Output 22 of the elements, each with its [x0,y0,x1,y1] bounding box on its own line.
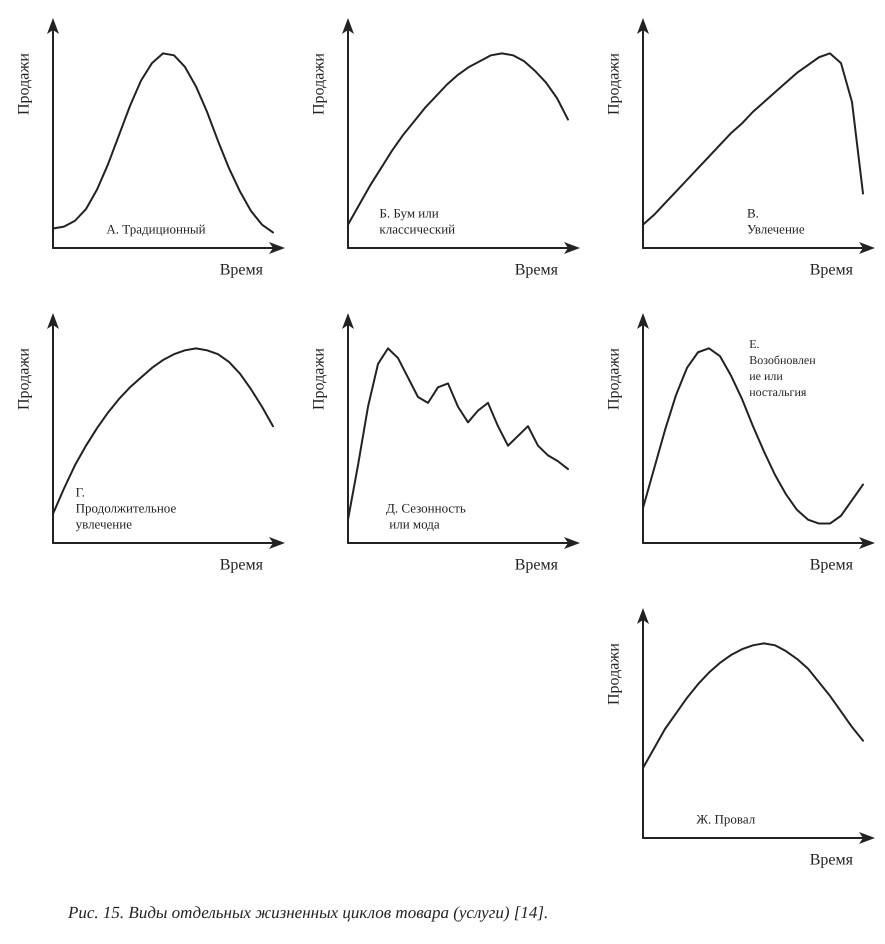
x-axis-title: Время [514,262,559,278]
x-axis-title: Время [514,556,559,574]
text: Е. Возобновление или ностальгия [749,337,816,399]
text: Б. Бум или классический [379,206,456,236]
text: Д. Сезонность или мода [386,500,466,532]
x-axis-title: Время [810,556,854,574]
y-axis-title: Продажи [606,642,622,705]
y-axis-title: Продажи [606,348,622,410]
x-axis-title: Время [220,262,264,278]
y-axis-title: Продажи [310,348,328,410]
text: Г. Продолжительное увлечение [76,484,180,532]
text: Ж. Провал [696,812,756,826]
x-axis-title: Время [810,262,854,278]
y-axis-title: Продажи [606,52,622,115]
y-axis-title: Продажи [16,348,32,410]
x-axis-title: Время [220,556,264,574]
y-axis-title: Продажи [16,52,32,115]
text: А. Традиционный [106,222,206,236]
text: Рис. 15. Виды отдельных жизненных циклов товара (услуги) [14]. [68,903,548,922]
y-axis-title: Продажи [310,52,328,115]
x-axis-title: Время [810,852,854,868]
text: В. Увлечение [747,206,805,236]
